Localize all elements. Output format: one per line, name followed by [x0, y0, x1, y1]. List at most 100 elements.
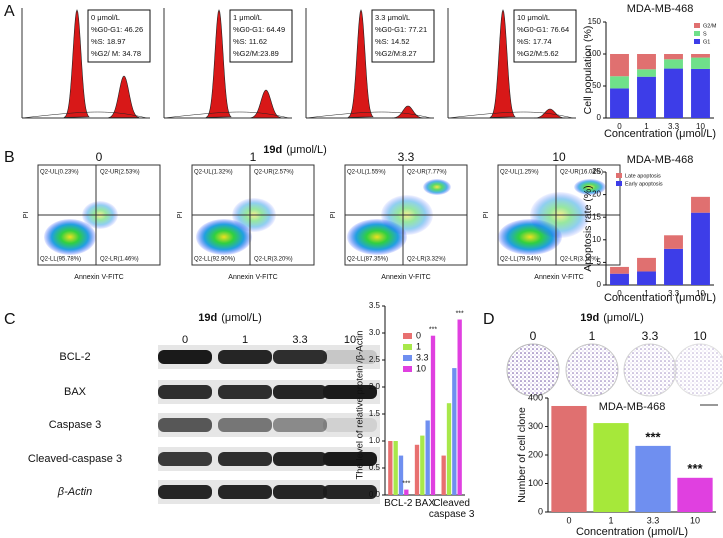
legend-label: G1: [703, 39, 710, 45]
title-bold: 19d: [263, 144, 282, 156]
legend-label: 0: [416, 330, 421, 340]
x-tick-label-box: BCL-2: [384, 498, 412, 509]
bar: [457, 319, 462, 495]
legend-swatch: [403, 355, 412, 361]
y-tick-label: 2.5: [369, 355, 381, 364]
x-tick-label-box: Cleaved caspase 3: [429, 498, 475, 520]
info-text: %S: 18.97: [91, 37, 126, 46]
lane-label: 1: [242, 334, 248, 346]
panel-label: B: [4, 149, 15, 166]
bar-segment: [691, 54, 710, 58]
bar-segment: [637, 54, 656, 70]
g2-peak: [392, 105, 424, 119]
chart-title: MDA-MB-468: [627, 154, 694, 166]
section-title: 19d (μmol/L): [580, 312, 644, 324]
bar: [593, 423, 629, 512]
x-axis-title: Concentration (μmol/L): [576, 526, 688, 538]
hist-outline: [305, 111, 432, 119]
quadrant-label: Q2-UL(1.55%): [347, 170, 386, 176]
y-tick-label: 2.0: [369, 382, 381, 391]
lane-label: 3.3: [292, 334, 307, 346]
x-tick-label: 3.3: [647, 515, 660, 525]
blot-band: [273, 385, 327, 399]
section-title: 19d (μmol/L): [198, 312, 262, 324]
cell-cloud: [423, 179, 451, 195]
legend-swatch: [694, 23, 700, 28]
bar: [404, 489, 409, 495]
protein-label: Caspase 3: [49, 419, 102, 431]
significance: ***: [402, 480, 410, 487]
y-axis-title: Cell population (%): [582, 26, 594, 115]
protein-label: BCL-2: [59, 351, 90, 363]
x-tick-label: 0: [566, 515, 571, 525]
bar-segment: [610, 53, 629, 77]
dish-label: 3.3: [642, 329, 659, 343]
quadrant-label: Q2-UR(16.04%): [560, 170, 603, 176]
legend-label: 3.3: [416, 352, 429, 362]
dish: [673, 343, 723, 397]
axis-label: PI: [483, 212, 490, 219]
blot-band: [273, 485, 327, 499]
quadrant-label: Q2-UL(0.23%): [40, 170, 79, 176]
panel-label: D: [483, 311, 495, 328]
bar: [635, 445, 671, 512]
blot-band: [158, 350, 212, 364]
chart-title: MDA-MB-468: [627, 3, 694, 15]
g1-peak: [63, 9, 90, 118]
legend-label: Early apoptosis: [625, 181, 663, 187]
legend-swatch: [403, 344, 412, 350]
bar: [452, 368, 457, 495]
cell-cloud: [574, 179, 606, 195]
bar: [677, 477, 713, 512]
quadrant-label: Q2-UR(7.77%): [407, 170, 447, 176]
bar-segment: [664, 68, 683, 118]
legend-swatch: [616, 181, 622, 186]
quadrant-label: Q2-UL(1.25%): [500, 170, 539, 176]
info-box: [229, 9, 293, 63]
hist-outline: [163, 111, 290, 119]
y-tick-label: 200: [528, 449, 543, 459]
quadrant-label: Q2-UR(2.53%): [100, 170, 140, 176]
hist-outline: [447, 111, 574, 119]
y-tick-label: 150: [588, 17, 602, 26]
significance: ***: [429, 327, 437, 334]
quadrant-label: Q2-LR(1.46%): [100, 257, 139, 263]
y-tick-label: 300: [528, 421, 543, 431]
info-box: [513, 9, 577, 63]
bar: [446, 403, 452, 495]
bar: [551, 405, 587, 512]
quadrant-label: Q2-LL(95.78%): [40, 257, 81, 263]
g2-peak: [107, 75, 140, 118]
lane-label: 10: [344, 334, 356, 346]
bar: [441, 455, 446, 495]
legend-swatch: [616, 173, 622, 178]
y-tick-label: 0.5: [369, 463, 381, 472]
blot-band: [218, 418, 272, 432]
info-text: %G2/M:5.62: [517, 49, 559, 58]
legend-swatch: [403, 333, 412, 339]
blot-band: [158, 385, 212, 399]
bar: [425, 420, 430, 495]
blot-band: [158, 485, 212, 499]
bar: [414, 444, 420, 495]
dish-label: 0: [530, 329, 537, 343]
cell-cloud: [196, 219, 252, 255]
info-text: 10 μmol/L: [517, 13, 550, 22]
axis-label: Annexin V-FITC: [534, 274, 583, 281]
x-tick-label: 0: [617, 289, 622, 298]
blot-band: [323, 485, 377, 499]
y-tick-label: 100: [528, 478, 543, 488]
blot-band: [158, 452, 212, 466]
y-tick-label: 25: [592, 167, 601, 176]
blot-band: [158, 418, 212, 432]
info-text: %G2/M:23.89: [233, 49, 279, 58]
bar-segment: [664, 59, 683, 69]
blot-band: [218, 452, 272, 466]
title-bold: 19d: [580, 312, 599, 324]
significance: ***: [456, 310, 464, 317]
quadrant-label: Q2-LR(3.32%): [407, 257, 446, 263]
title-bold: 19d: [198, 312, 217, 324]
title-unit: (μmol/L): [221, 312, 262, 324]
bar: [398, 455, 404, 495]
protein-label: BAX: [64, 386, 87, 398]
